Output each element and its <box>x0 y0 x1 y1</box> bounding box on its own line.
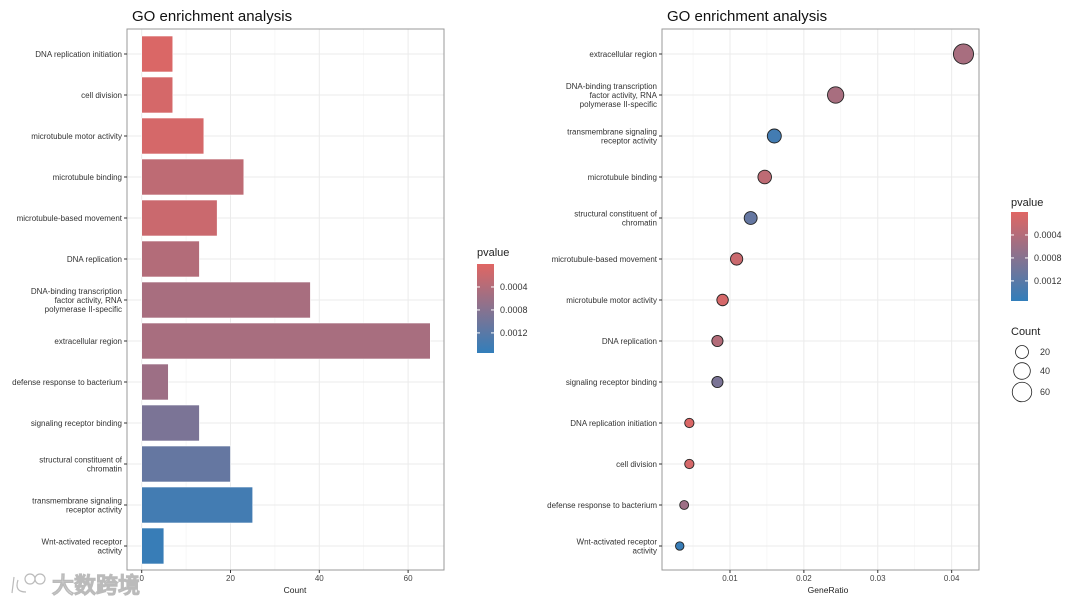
dot-plot-x-tick-label: 0.01 <box>722 574 738 583</box>
bar <box>141 281 311 319</box>
dot-point <box>827 86 845 104</box>
dot-point <box>766 128 782 144</box>
dot-point <box>679 500 690 510</box>
dot-plot-x-axis-label: GeneRatio <box>808 585 849 595</box>
dot-plot-category-label: signaling receptor binding <box>566 378 657 387</box>
size-legend-circle <box>1013 362 1031 380</box>
bar-chart-category-label: microtubule binding <box>53 173 122 182</box>
size-legend-label: 40 <box>1040 366 1050 376</box>
dot-point <box>716 293 729 307</box>
bar <box>141 117 205 155</box>
bar-chart-category-label: defense response to bacterium <box>12 378 122 387</box>
bar-chart-pvalue-colorbar <box>477 264 494 353</box>
dot-plot-x-tick-label: 0.03 <box>870 574 886 583</box>
bar <box>141 158 245 196</box>
dot-point <box>743 211 758 225</box>
dot-plot-category-label: extracellular region <box>589 50 657 59</box>
dot-plot-category-label: defense response to bacterium <box>547 501 657 510</box>
dot-plot-category-label: transmembrane signaling receptor activity <box>567 128 657 146</box>
bar-chart-category-label: DNA replication initiation <box>35 50 122 59</box>
bar-chart-category-label: cell division <box>81 91 122 100</box>
bar-chart-colorbar-label: 0.0008 <box>500 305 528 315</box>
bar-chart-colorbar-label: 0.0004 <box>500 282 528 292</box>
bar <box>141 199 218 237</box>
dot-plot-category-label: DNA replication initiation <box>570 419 657 428</box>
bar-chart-colorbar-label: 0.0012 <box>500 328 528 338</box>
dot-plot-x-tick-label: 0.04 <box>944 574 960 583</box>
dot-plot-category-label: microtubule motor activity <box>566 296 657 305</box>
dot-point <box>711 334 724 348</box>
dot-plot-category-label: structural constituent of chromatin <box>574 210 657 228</box>
size-legend-title: Count <box>1011 326 1040 338</box>
dot-plot-colorbar-label: 0.0004 <box>1034 230 1062 240</box>
bar <box>141 76 174 114</box>
bar-chart-category-label: structural constituent of chromatin <box>39 456 122 474</box>
bar-chart-legend-title: pvalue <box>477 247 509 259</box>
bar-chart-category-label: signaling receptor binding <box>31 419 122 428</box>
dot-point <box>757 169 772 185</box>
bar-chart-title: GO enrichment analysis <box>132 8 292 25</box>
bar-chart: GO enrichment analysis Count pvalue DNA … <box>12 8 527 595</box>
dot-plot-category-label: microtubule binding <box>588 173 657 182</box>
bar-chart-category-label: microtubule-based movement <box>17 214 123 223</box>
dot-plot: GO enrichment analysis GeneRatio pvalue … <box>547 8 1061 595</box>
size-legend-label: 20 <box>1040 347 1050 357</box>
dot-point <box>711 375 724 389</box>
bar-chart-x-tick-label: 40 <box>315 574 324 583</box>
bar-chart-x-axis-label: Count <box>284 585 307 595</box>
bar-chart-x-tick-label: 0 <box>139 574 144 583</box>
bar-chart-category-label: DNA replication <box>67 255 122 264</box>
dot-plot-colorbar-label: 0.0008 <box>1034 253 1062 263</box>
dot-plot-category-label: DNA-binding transcription factor activity… <box>566 82 658 109</box>
dot-plot-category-label: Wnt-activated receptor activity <box>577 538 658 556</box>
dot-point <box>952 43 974 65</box>
size-legend-label: 60 <box>1040 387 1050 397</box>
bar-chart-x-tick-label: 60 <box>404 574 413 583</box>
size-legend-circle <box>1011 381 1033 403</box>
dot-plot-title: GO enrichment analysis <box>667 8 827 25</box>
bar <box>141 240 200 278</box>
bar-chart-x-tick-label: 20 <box>226 574 235 583</box>
bar <box>141 527 165 565</box>
watermark-icon <box>11 573 46 594</box>
dot-plot-legend-title: pvalue <box>1011 197 1043 209</box>
size-legend-circle <box>1015 345 1029 359</box>
bar-chart-category-label: Wnt-activated receptor activity <box>42 538 123 556</box>
dot-point <box>675 541 685 551</box>
dot-plot-pvalue-colorbar <box>1011 212 1028 301</box>
bar-chart-category-label: transmembrane signaling receptor activity <box>32 497 122 515</box>
dot-point <box>684 417 695 429</box>
dot-point <box>684 458 695 470</box>
dot-plot-x-tick-label: 0.02 <box>796 574 812 583</box>
bar <box>141 322 431 360</box>
bar <box>141 35 174 73</box>
watermark-logo: 大数跨境 <box>52 573 140 598</box>
dot-point <box>730 252 744 266</box>
dot-plot-category-label: DNA replication <box>602 337 657 346</box>
dot-plot-colorbar-label: 0.0012 <box>1034 276 1062 286</box>
bar-chart-category-label: extracellular region <box>54 337 122 346</box>
bar <box>141 486 253 524</box>
bar-chart-category-label: microtubule motor activity <box>31 132 122 141</box>
dot-plot-category-label: cell division <box>616 460 657 469</box>
dot-plot-category-label: microtubule-based movement <box>552 255 658 264</box>
bar <box>141 363 169 401</box>
bar <box>141 404 200 442</box>
bar <box>141 445 231 483</box>
bar-chart-category-label: DNA-binding transcription factor activity… <box>31 287 123 314</box>
